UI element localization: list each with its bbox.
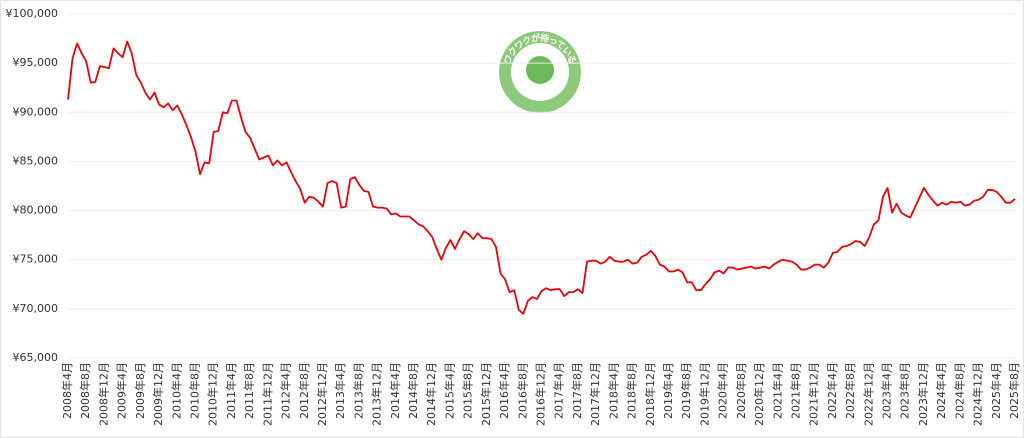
y-tick-label: ¥100,000 xyxy=(6,7,59,20)
x-tick-label: 2024年12月 xyxy=(971,362,985,426)
x-tick-label: 2015年12月 xyxy=(479,362,493,426)
x-tick-label: 2024年4月 xyxy=(934,362,948,419)
x-tick-label: 2010年12月 xyxy=(206,362,220,426)
y-tick-label: ¥80,000 xyxy=(13,204,59,217)
x-tick-label: 2019年8月 xyxy=(679,362,693,419)
x-tick-label: 2008年4月 xyxy=(60,362,74,419)
x-tick-label: 2012年4月 xyxy=(279,362,293,419)
y-tick-label: ¥95,000 xyxy=(13,56,59,69)
price-line xyxy=(67,40,1016,315)
x-tick-label: 2010年8月 xyxy=(187,362,201,419)
y-tick-label: ¥85,000 xyxy=(13,154,59,167)
x-tick-label: 2015年8月 xyxy=(461,362,475,419)
x-tick-label: 2017年8月 xyxy=(570,362,584,419)
logo-cat xyxy=(526,56,554,84)
x-tick-label: 2008年8月 xyxy=(78,362,92,419)
x-tick-label: 2011年12月 xyxy=(260,362,274,426)
x-tick-label: 2017年12月 xyxy=(588,362,602,426)
x-tick-label: 2010年4月 xyxy=(169,362,183,419)
x-tick-label: 2019年12月 xyxy=(697,362,711,426)
y-tick-label: ¥70,000 xyxy=(13,302,59,315)
x-tick-label: 2016年4月 xyxy=(497,362,511,419)
x-tick-label: 2021年4月 xyxy=(770,362,784,419)
x-tick-label: 2023年4月 xyxy=(880,362,894,419)
x-tick-label: 2022年12月 xyxy=(861,362,875,426)
x-tick-label: 2022年4月 xyxy=(825,362,839,419)
x-tick-label: 2012年8月 xyxy=(297,362,311,419)
x-tick-label: 2022年8月 xyxy=(843,362,857,419)
x-tick-label: 2016年8月 xyxy=(515,362,529,419)
x-tick-label: 2009年4月 xyxy=(115,362,129,419)
x-tick-label: 2025年8月 xyxy=(1007,362,1021,419)
logo: ワクワクが待っている xyxy=(499,31,581,113)
x-tick-label: 2015年4月 xyxy=(442,362,456,419)
x-tick-label: 2019年4月 xyxy=(661,362,675,419)
x-tick-label: 2023年12月 xyxy=(916,362,930,426)
y-tick-label: ¥75,000 xyxy=(13,253,59,266)
x-tick-label: 2021年8月 xyxy=(788,362,802,419)
x-tick-label: 2014年8月 xyxy=(406,362,420,419)
x-tick-label: 2018年4月 xyxy=(606,362,620,419)
x-tick-label: 2020年4月 xyxy=(716,362,730,419)
x-tick-label: 2009年12月 xyxy=(151,362,165,426)
x-tick-label: 2024年8月 xyxy=(952,362,966,419)
x-tick-label: 2012年12月 xyxy=(315,362,329,426)
x-tick-label: 2018年12月 xyxy=(643,362,657,426)
x-tick-label: 2020年8月 xyxy=(734,362,748,419)
x-tick-label: 2016年12月 xyxy=(534,362,548,426)
x-tick-label: 2020年12月 xyxy=(752,362,766,426)
x-tick-label: 2021年12月 xyxy=(807,362,821,426)
x-tick-label: 2017年4月 xyxy=(552,362,566,419)
x-tick-label: 2014年12月 xyxy=(424,362,438,426)
x-tick-label: 2018年8月 xyxy=(625,362,639,419)
x-tick-label: 2013年8月 xyxy=(351,362,365,419)
x-tick-label: 2011年4月 xyxy=(224,362,238,419)
x-tick-label: 2009年8月 xyxy=(133,362,147,419)
x-tick-label: 2023年8月 xyxy=(898,362,912,419)
x-tick-label: 2025年4月 xyxy=(989,362,1003,419)
x-tick-label: 2014年4月 xyxy=(388,362,402,419)
y-tick-label: ¥90,000 xyxy=(13,105,59,118)
x-tick-label: 2013年4月 xyxy=(333,362,347,419)
x-tick-label: 2008年12月 xyxy=(96,362,110,426)
x-tick-label: 2013年12月 xyxy=(370,362,384,426)
x-tick-label: 2011年8月 xyxy=(242,362,256,419)
y-tick-label: ¥65,000 xyxy=(13,351,59,364)
